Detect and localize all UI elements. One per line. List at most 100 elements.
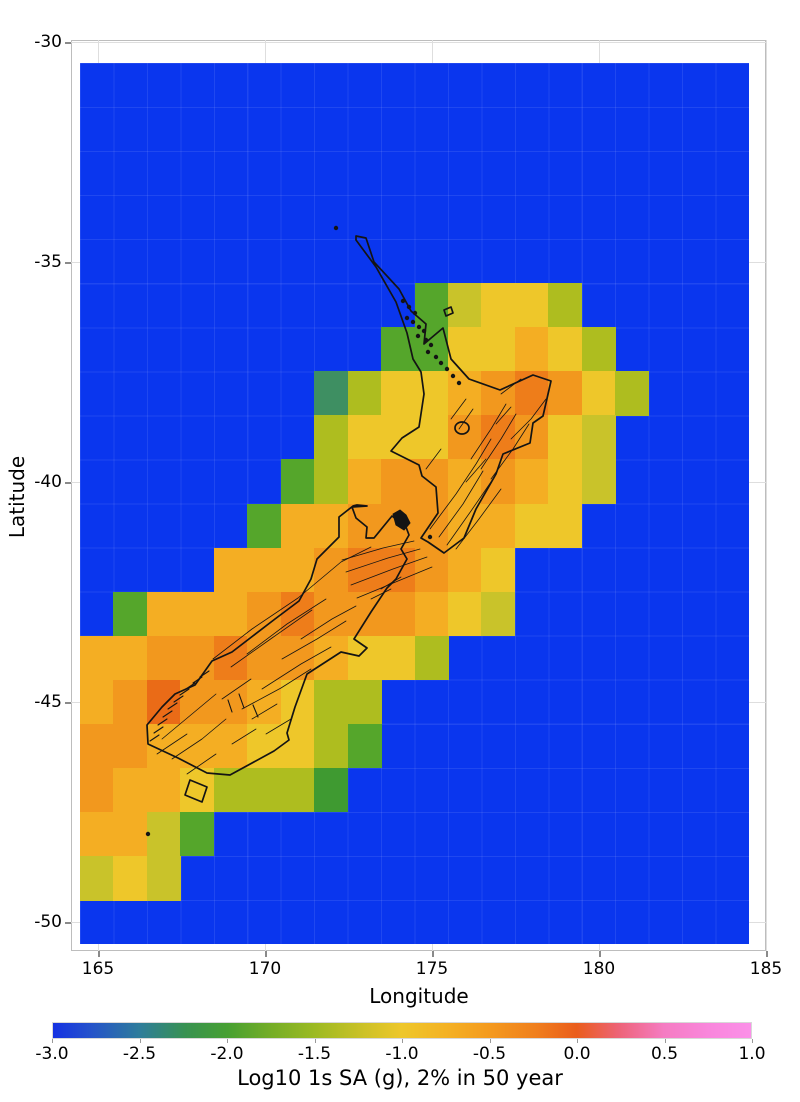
heatmap-cell <box>146 811 181 857</box>
heatmap-cell <box>581 459 616 505</box>
heatmap-cell <box>347 723 382 769</box>
y-tick-label: -45 <box>34 692 62 712</box>
heatmap-cell <box>180 635 215 681</box>
heatmap-cell <box>280 591 315 637</box>
heatmap-cell <box>514 371 549 416</box>
x-tick <box>766 951 768 957</box>
heatmap-cell <box>314 371 349 416</box>
heatmap-cell <box>280 503 315 549</box>
heatmap-cell <box>381 371 416 416</box>
heatmap-cell <box>414 635 449 681</box>
colorbar-tick-label: -2.5 <box>122 1044 157 1064</box>
heatmap-cell <box>80 767 115 813</box>
colorbar-tick-label: -3.0 <box>35 1044 69 1064</box>
heatmap-cell <box>381 503 416 549</box>
heatmap-cell <box>146 767 181 813</box>
x-tick-label: 180 <box>582 959 616 979</box>
heatmap-cell <box>314 415 349 461</box>
heatmap-cell <box>481 459 516 505</box>
heatmap-cell <box>213 547 248 593</box>
heatmap-cell <box>180 767 215 813</box>
heatmap-cell <box>314 723 349 769</box>
heatmap-cell <box>447 371 482 416</box>
heatmap-cell <box>414 503 449 549</box>
heatmap-cell <box>80 635 115 681</box>
heatmap-cell <box>113 855 148 901</box>
heatmap-cell <box>347 679 382 725</box>
heatmap-cell <box>447 415 482 461</box>
heatmap-cell <box>548 371 583 416</box>
colorbar-tick <box>402 1039 403 1043</box>
heatmap-cell <box>314 547 349 593</box>
heatmap-cell <box>314 679 349 725</box>
heatmap-cell <box>247 723 282 769</box>
y-tick-label: -50 <box>34 912 62 932</box>
heatmap-cell <box>347 547 382 593</box>
colorbar-tick-label: -1.5 <box>297 1044 332 1064</box>
heatmap-cell <box>213 767 248 813</box>
heatmap-cell <box>146 679 181 725</box>
heatmap-cell <box>514 283 549 328</box>
colorbar-tick <box>577 1039 578 1043</box>
heatmap-cell <box>180 723 215 769</box>
colorbar-tick <box>139 1039 141 1043</box>
colorbar-tick-label: -2.0 <box>210 1044 244 1064</box>
heatmap-cell <box>280 679 315 725</box>
heatmap-cell <box>548 503 583 549</box>
heatmap-cell <box>247 767 282 813</box>
heatmap-cell <box>447 503 482 549</box>
heatmap-cell <box>481 591 516 637</box>
gridline <box>71 42 766 43</box>
heatmap-cell <box>514 415 549 461</box>
heatmap-cell <box>381 459 416 505</box>
colorbar-tick <box>489 1039 491 1043</box>
heatmap-cell <box>381 635 416 681</box>
heatmap-cell <box>381 415 416 461</box>
colorbar-tick-label: -0.5 <box>472 1044 507 1064</box>
heatmap-cell <box>113 591 148 637</box>
x-tick <box>265 951 267 957</box>
heatmap-cell <box>180 679 215 725</box>
heatmap-cell <box>615 371 650 416</box>
heatmap-cell <box>414 547 449 593</box>
heatmap-cell <box>548 327 583 372</box>
heatmap-cell <box>381 591 416 637</box>
colorbar-tick-label: -1.0 <box>385 1044 419 1064</box>
heatmap-cell <box>347 503 382 549</box>
heatmap-cell <box>414 459 449 505</box>
heatmap-cell <box>180 591 215 637</box>
heatmap-cell <box>581 415 616 461</box>
heatmap-cell <box>581 371 616 416</box>
heatmap-cell <box>314 635 349 681</box>
heatmap-cell <box>381 547 416 593</box>
heatmap-cell <box>347 415 382 461</box>
heatmap-cell <box>213 679 248 725</box>
heatmap-cell <box>113 635 148 681</box>
y-tick <box>65 922 71 924</box>
heatmap-cell <box>247 591 282 637</box>
x-tick <box>98 951 100 957</box>
heatmap-cell <box>314 503 349 549</box>
heatmap-cell <box>447 591 482 637</box>
heatmap-cell <box>347 635 382 681</box>
heatmap-cell <box>581 327 616 372</box>
y-axis-title: Latitude <box>5 455 29 539</box>
x-tick-label: 165 <box>81 959 115 979</box>
x-tick <box>599 951 601 957</box>
y-tick <box>65 482 71 484</box>
heatmap-cell <box>548 415 583 461</box>
colorbar-tick-label: 1.0 <box>738 1044 766 1064</box>
heatmap-cell <box>113 679 148 725</box>
gridline <box>766 40 767 951</box>
heatmap-cell <box>113 767 148 813</box>
heatmap-cell <box>414 327 449 372</box>
heatmap-cell <box>447 283 482 328</box>
colorbar-tick <box>227 1039 228 1043</box>
y-tick-label: -30 <box>34 32 62 52</box>
heatmap-cell <box>213 723 248 769</box>
heatmap-cell <box>481 283 516 328</box>
heatmap-cell <box>280 459 315 505</box>
heatmap-cell <box>314 767 349 813</box>
heatmap-cell <box>381 327 416 372</box>
